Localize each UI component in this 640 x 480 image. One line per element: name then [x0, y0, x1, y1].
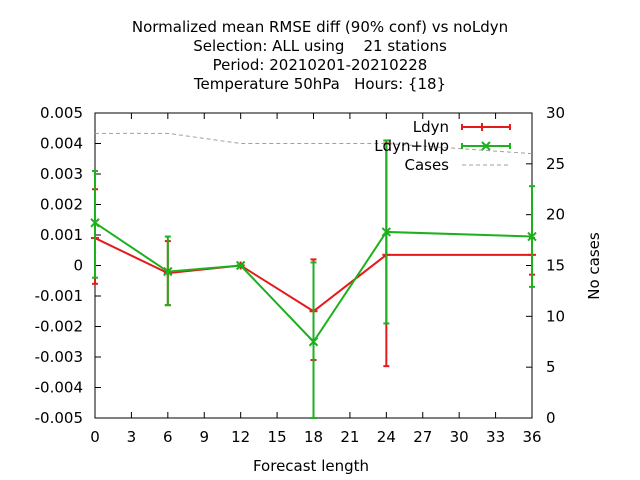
data-point-ldyn-lwp — [235, 260, 246, 271]
data-point-ldyn-lwp — [163, 266, 173, 277]
y-tick-label: 0.002 — [40, 196, 83, 214]
title-line-1: Normalized mean RMSE diff (90% conf) vs … — [131, 18, 509, 36]
x-tick-label: 33 — [486, 428, 505, 446]
data-point-ldyn-lwp — [527, 231, 537, 242]
x-tick-label: 30 — [450, 428, 469, 446]
series-line-cases — [95, 132, 533, 155]
data-point-ldyn-lwp — [381, 227, 392, 237]
x-tick-label: 6 — [163, 428, 173, 446]
y-tick-label: 0.005 — [40, 104, 83, 122]
y2-tick-label: 10 — [546, 307, 565, 325]
y-tick-label: -0.002 — [35, 318, 83, 336]
y-tick-label: -0.001 — [35, 287, 83, 305]
legend-label-ldyn-lwp: Ldyn+lwp — [374, 137, 449, 155]
marker-ldyn-lwp — [308, 337, 319, 347]
series-line-ldyn — [94, 237, 532, 313]
x-tick-label: 3 — [127, 428, 137, 446]
y-tick-label: -0.005 — [35, 409, 83, 427]
title-line-3: Period: 20210201-20210228 — [212, 56, 428, 74]
y2-tick-label: 25 — [546, 155, 565, 173]
y-tick-label: 0.004 — [40, 135, 83, 153]
marker-ldyn-lwp — [527, 231, 537, 242]
legend-label-cases: Cases — [404, 156, 449, 174]
legend-label-ldyn: Ldyn — [413, 118, 449, 136]
y2-tick-label: 0 — [546, 409, 556, 427]
series-line-ldyn-lwp — [94, 221, 533, 344]
axis-ticks: 0 3 6 9 12 15 18 21 24 27 30 33 360.0050.0040.0030.0… — [35, 104, 565, 446]
chart-marks — [90, 132, 537, 419]
x-tick-label: 24 — [377, 428, 396, 446]
title-line-2: Selection: ALL using 21 stations — [193, 37, 447, 55]
y2-axis-title: No cases — [585, 232, 603, 300]
x-tick-label: 21 — [340, 428, 359, 446]
x-axis-title: Forecast length — [253, 457, 369, 475]
y2-tick-label: 15 — [546, 257, 565, 275]
x-tick-label: 12 — [231, 428, 250, 446]
y-tick-label: 0.001 — [40, 226, 83, 244]
y-tick-label: -0.003 — [35, 348, 83, 366]
marker-ldyn-lwp — [90, 218, 100, 228]
data-point-ldyn-lwp — [308, 337, 319, 347]
y2-tick-label: 20 — [546, 206, 565, 224]
x-tick-label: 0 — [90, 428, 100, 446]
legend-marker-ldyn-lwp — [481, 141, 491, 151]
x-tick-label: 36 — [522, 428, 541, 446]
y-tick-label: 0.003 — [40, 165, 83, 183]
y2-tick-label: 30 — [546, 104, 565, 122]
title-line-4: Temperature 50hPa Hours: {18} — [193, 75, 447, 93]
y-tick-label: -0.004 — [35, 379, 83, 397]
x-tick-label: 9 — [199, 428, 209, 446]
y2-tick-label: 5 — [546, 358, 556, 376]
marker-ldyn-lwp — [235, 260, 246, 271]
y-tick-label: 0 — [73, 257, 83, 275]
x-tick-label: 27 — [413, 428, 432, 446]
marker-ldyn-lwp — [163, 266, 173, 277]
data-point-ldyn-lwp — [90, 218, 100, 228]
marker-ldyn-lwp — [381, 227, 392, 237]
x-tick-label: 15 — [268, 428, 287, 446]
x-tick-label: 18 — [304, 428, 323, 446]
